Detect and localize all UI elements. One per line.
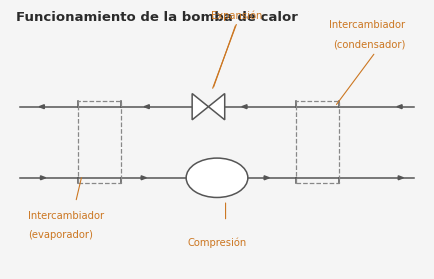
Bar bbox=[78, 101, 121, 183]
Text: (condensador): (condensador) bbox=[333, 39, 405, 49]
Polygon shape bbox=[397, 105, 402, 109]
Polygon shape bbox=[40, 176, 46, 180]
Polygon shape bbox=[39, 105, 44, 109]
Ellipse shape bbox=[186, 158, 248, 198]
Text: Compresión: Compresión bbox=[187, 238, 247, 248]
Polygon shape bbox=[192, 93, 208, 120]
Polygon shape bbox=[264, 176, 269, 180]
Polygon shape bbox=[242, 105, 247, 109]
Polygon shape bbox=[144, 105, 149, 109]
Text: (evaporador): (evaporador) bbox=[29, 230, 93, 240]
Polygon shape bbox=[141, 176, 146, 180]
Text: Expansión: Expansión bbox=[210, 10, 262, 21]
Text: Funcionamiento de la bomba de calor: Funcionamiento de la bomba de calor bbox=[16, 11, 297, 24]
Polygon shape bbox=[398, 176, 403, 180]
Text: Intercambiador: Intercambiador bbox=[329, 20, 405, 30]
Bar bbox=[296, 101, 339, 183]
Polygon shape bbox=[208, 93, 225, 120]
Text: Intercambiador: Intercambiador bbox=[29, 211, 105, 221]
